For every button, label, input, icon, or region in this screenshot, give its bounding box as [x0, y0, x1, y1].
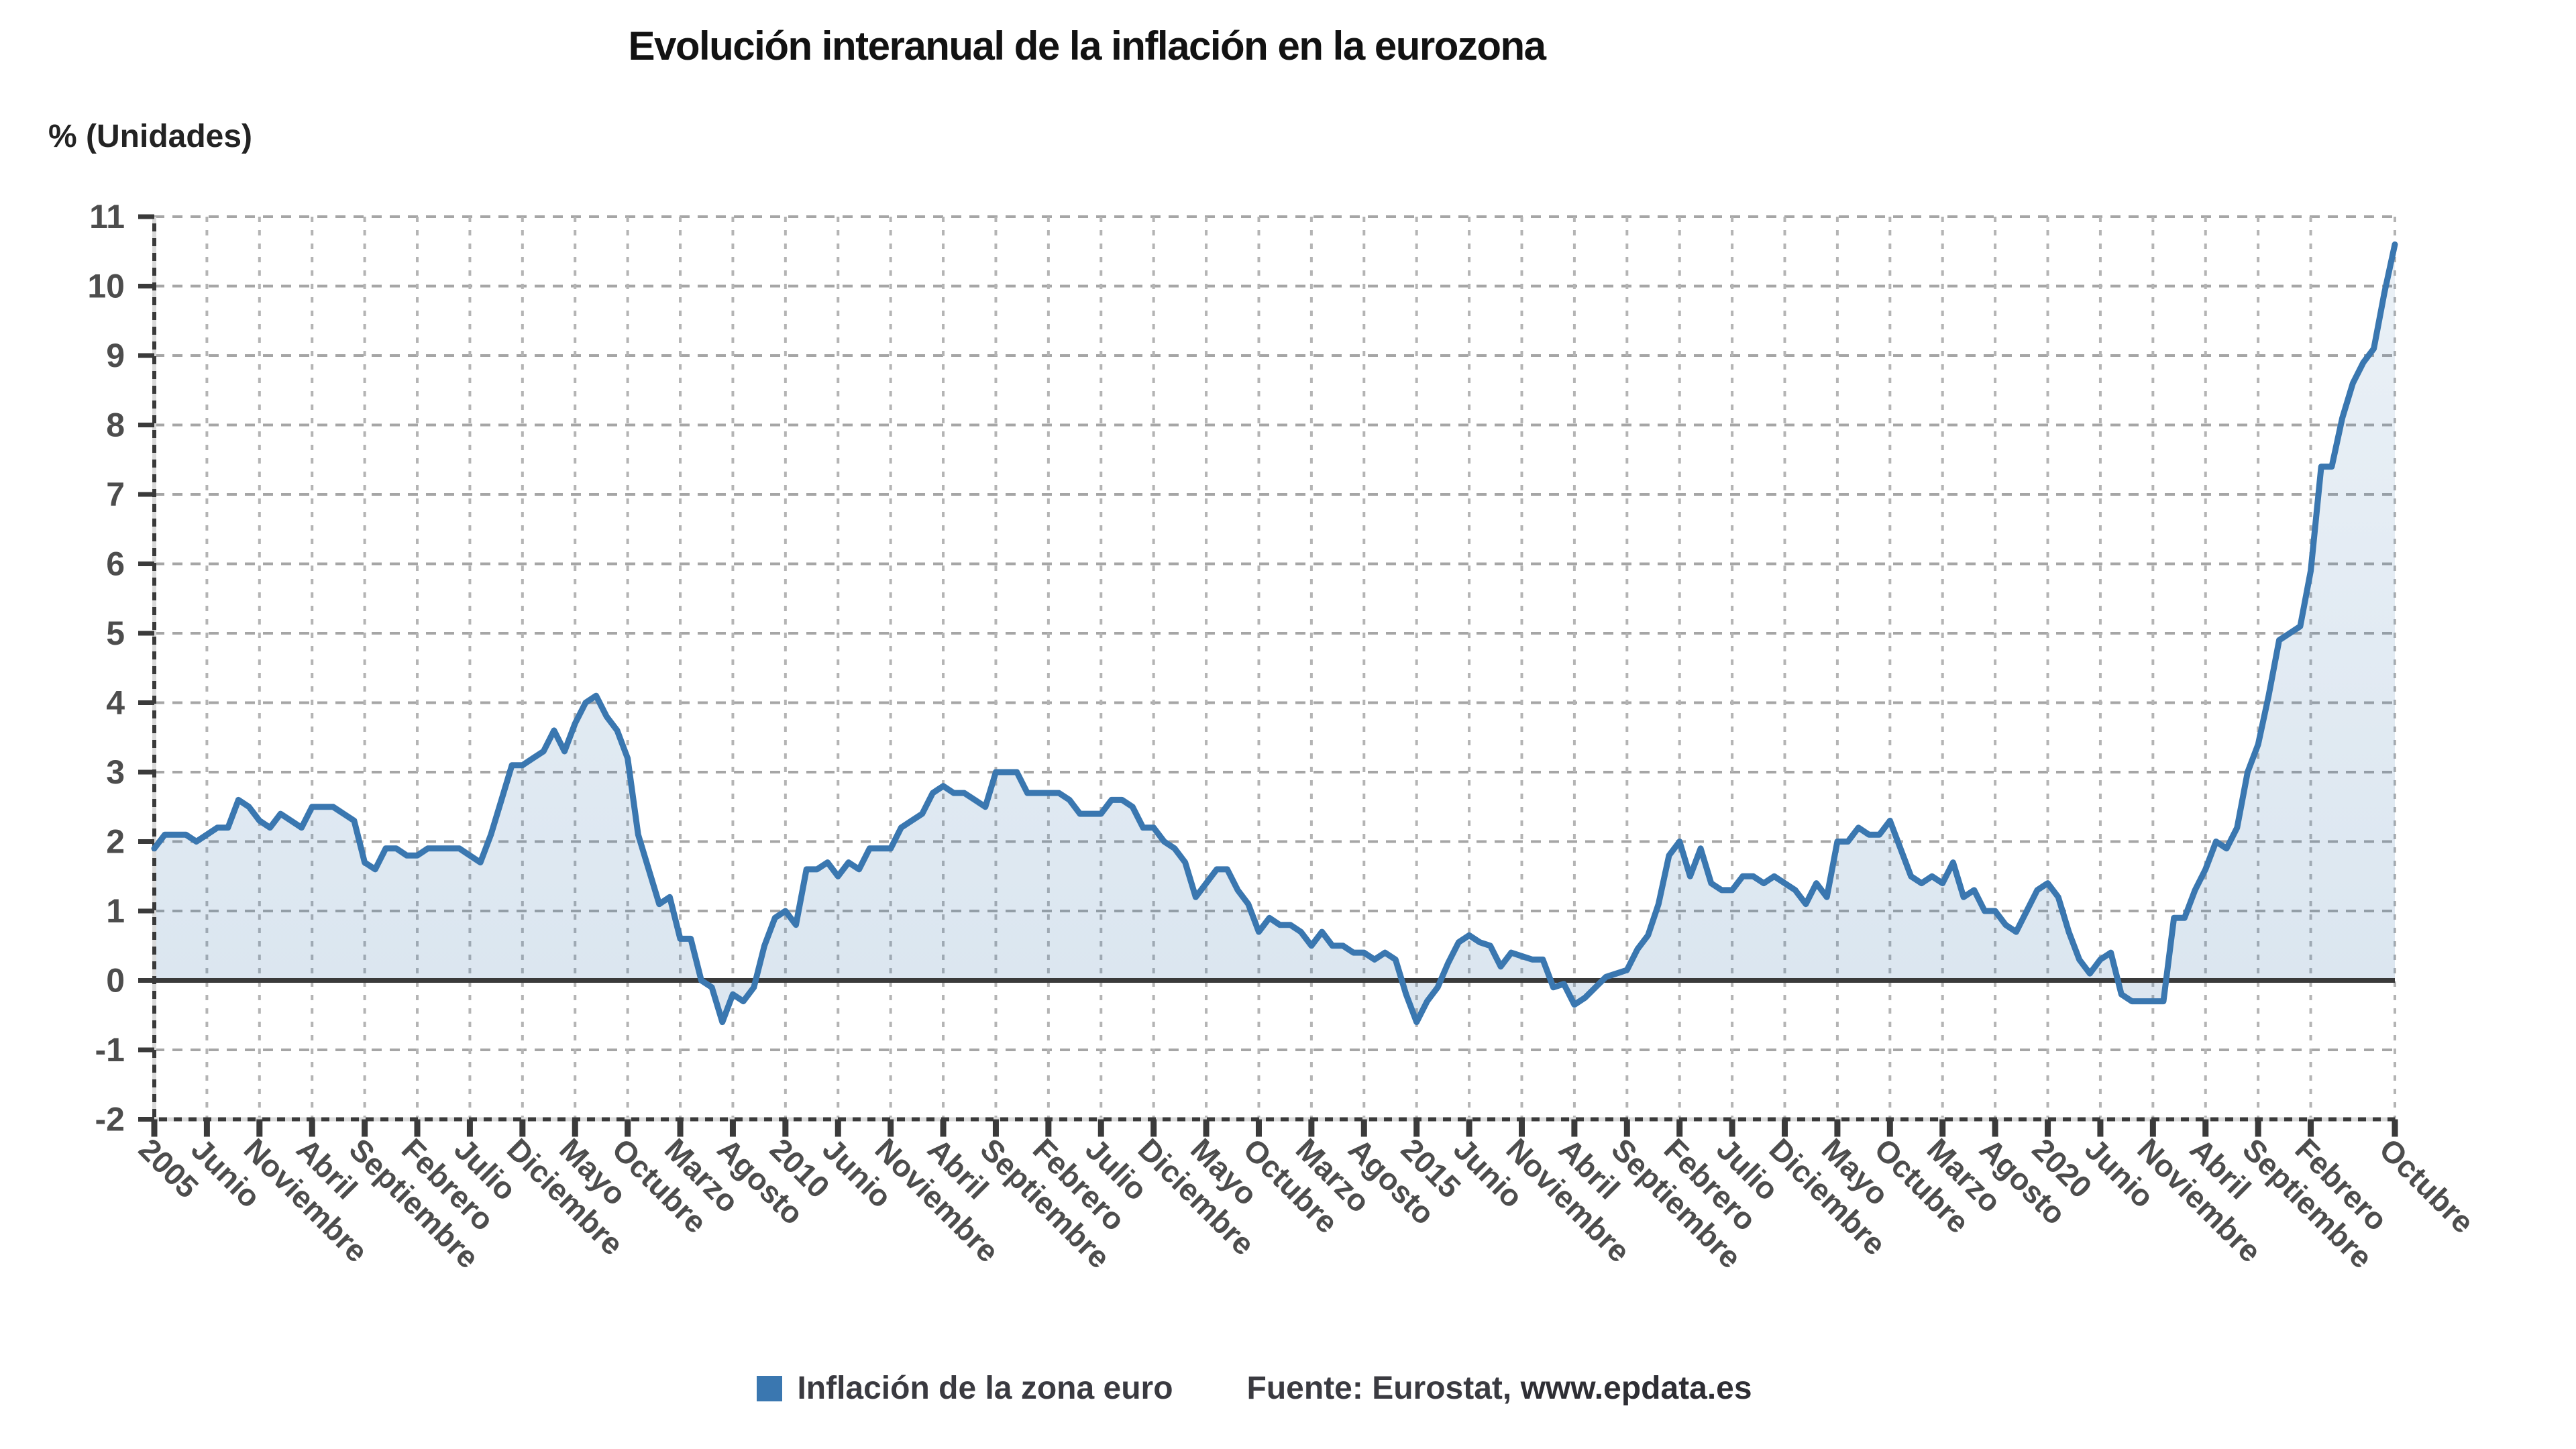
inflation-area-chart: 11109876543210-1-22005JunioNoviembreAbri…: [87, 198, 2481, 1275]
y-axis-tick-label: 6: [106, 545, 125, 583]
source-note: Fuente: Eurostat, www.epdata.es: [1247, 1370, 1752, 1407]
y-axis-tick-label: 2: [106, 823, 125, 861]
y-axis-tick-label: 7: [106, 476, 125, 513]
y-axis-tick-label: 9: [106, 337, 125, 374]
y-axis-tick-label: 1: [106, 892, 125, 930]
y-axis-tick-label: 10: [87, 268, 125, 305]
y-axis-tick-label: 11: [89, 198, 125, 235]
y-axis-tick-label: 5: [106, 614, 125, 652]
y-axis-tick-label: -2: [95, 1101, 125, 1138]
y-axis-tick-label: 8: [106, 407, 125, 444]
y-axis-tick-label: -1: [95, 1031, 125, 1069]
inflation-line: [151, 241, 2398, 1026]
source-site-link[interactable]: www.epdata.es: [1520, 1371, 1752, 1406]
y-axis-tick-label: 0: [106, 962, 125, 1000]
legend-swatch: [757, 1375, 783, 1401]
source-prefix: Fuente: Eurostat,: [1246, 1371, 1521, 1406]
chart-title: Evolución interanual de la inflación en …: [628, 23, 1546, 68]
y-axis-tick-label: 3: [106, 753, 125, 791]
legend-label: Inflación de la zona euro: [797, 1371, 1173, 1406]
chart-footer: Inflación de la zona euro Fuente: Eurost…: [0, 1370, 2509, 1407]
x-axis-tick-label: 2005: [132, 1132, 205, 1205]
x-axis-tick-label: Octubre: [2373, 1132, 2481, 1240]
y-axis-title: % (Unidades): [48, 119, 253, 154]
legend-item-inflacion[interactable]: Inflación de la zona euro: [757, 1370, 1173, 1407]
y-axis-tick-label: 4: [106, 684, 125, 722]
